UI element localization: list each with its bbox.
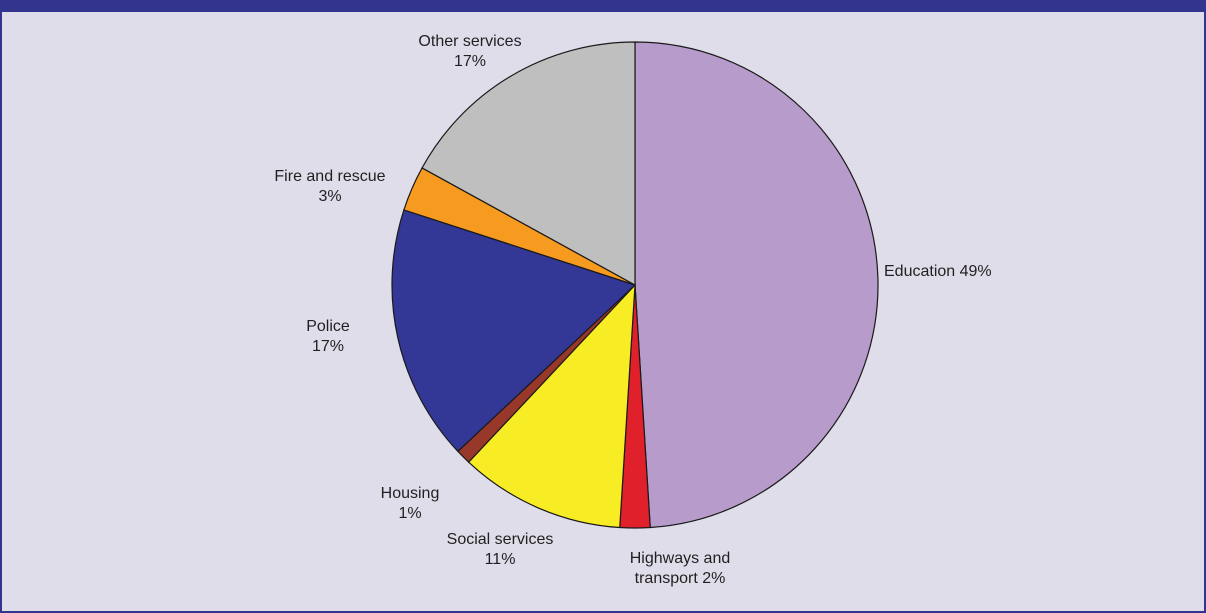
- label-education: Education 49%: [884, 263, 992, 280]
- label-highways-and-transport: Highways and transport 2%: [629, 550, 731, 587]
- pie-slice-social-services: [467, 283, 636, 529]
- pie-slice-other-services: [421, 41, 636, 287]
- label-other-services: Other services 17%: [418, 33, 522, 70]
- header-bar: [0, 0, 1206, 12]
- pie-slice-police: [391, 209, 637, 453]
- label-social-services: Social services 11%: [446, 531, 554, 568]
- label-housing: Housing 1%: [380, 485, 440, 522]
- pie-slice-education: [634, 41, 879, 529]
- label-police: Police 17%: [306, 318, 350, 355]
- label-fire-and-rescue: Fire and rescue 3%: [274, 168, 386, 205]
